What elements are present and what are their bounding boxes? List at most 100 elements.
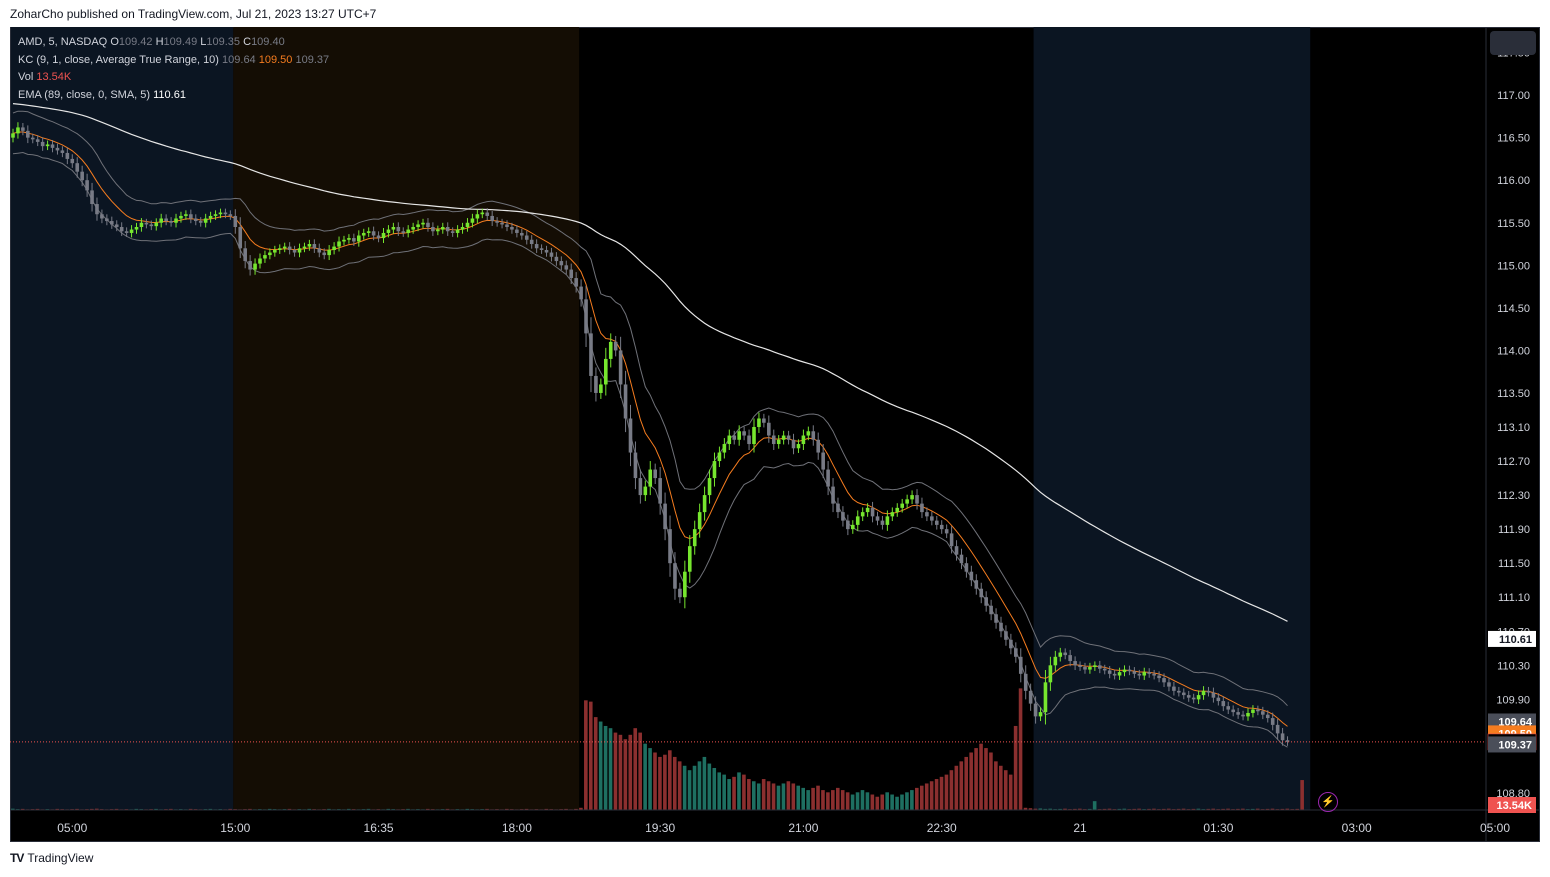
candle: [124, 227, 129, 237]
candle: [1285, 736, 1290, 746]
volume-bar: [579, 807, 583, 810]
candle: [490, 211, 494, 226]
legend-ema-label: EMA (89, close, 0, SMA, 5): [18, 88, 151, 101]
volume-bar: [791, 783, 796, 810]
x-tick-label: 22:30: [927, 821, 957, 835]
candle: [470, 213, 475, 228]
candle: [401, 227, 406, 237]
volume-bar: [1122, 808, 1127, 810]
legend-symbol[interactable]: AMD, 5, NASDAQ: [18, 36, 108, 48]
candle: [396, 222, 401, 236]
legend-vol-row[interactable]: Vol 13.54K: [18, 69, 329, 87]
footer-brand[interactable]: TradingView: [27, 851, 94, 865]
volume-bar: [188, 808, 193, 810]
volume-bar: [786, 781, 791, 810]
volume-bar: [880, 794, 885, 810]
price-chart[interactable]: 117.50117.00116.50116.00115.50115.00114.…: [10, 27, 1540, 842]
candle: [584, 285, 588, 348]
candle: [1201, 686, 1206, 700]
y-tick-label: 112.70: [1497, 456, 1530, 468]
candle: [258, 253, 262, 269]
footer: TV TradingView: [10, 851, 93, 865]
legend-kc-row[interactable]: KC (9, 1, close, Average True Range, 10)…: [18, 52, 329, 70]
legend-ema-row[interactable]: EMA (89, close, 0, SMA, 5) 110.61: [18, 87, 329, 105]
candle: [114, 220, 119, 232]
volume-bar: [816, 785, 820, 810]
candle: [846, 514, 850, 536]
candle: [781, 430, 786, 445]
volume-bar: [959, 761, 964, 810]
kc-upper-line: [12, 110, 1288, 707]
volume-bar: [1280, 808, 1285, 810]
volume-bar: [1270, 808, 1275, 810]
candle: [1098, 660, 1102, 674]
volume-bar: [687, 770, 692, 810]
candle: [347, 234, 351, 244]
y-tick-label: 112.30: [1497, 490, 1530, 502]
legend-kc-lower: 109.37: [295, 53, 330, 66]
volume-bar: [94, 808, 99, 810]
candle: [1073, 656, 1077, 670]
volume-bar: [208, 808, 213, 810]
volume-bar: [1003, 770, 1008, 810]
candle: [544, 245, 549, 257]
volume-bar: [307, 808, 311, 810]
candle: [263, 250, 267, 263]
legend-high: 109.49: [163, 36, 198, 48]
candle: [376, 231, 381, 243]
y-tick-label: 116.00: [1497, 175, 1530, 187]
volume-bar: [875, 796, 880, 810]
candle: [1231, 705, 1235, 717]
volume-bar: [1285, 808, 1290, 810]
volume-bar: [1152, 808, 1156, 810]
volume-bar: [169, 808, 173, 810]
candle: [999, 616, 1003, 638]
candle: [1078, 661, 1082, 671]
candle: [500, 218, 504, 229]
volume-bar: [1206, 808, 1211, 810]
volume-bar: [885, 792, 889, 810]
candle: [939, 520, 944, 534]
volume-bar: [55, 808, 60, 810]
candle: [406, 225, 410, 238]
volume-bar: [910, 790, 914, 810]
candle: [465, 218, 470, 232]
candle: [1033, 696, 1038, 724]
candle: [707, 469, 712, 504]
candle: [648, 461, 653, 496]
candle: [416, 220, 420, 232]
candle: [534, 239, 539, 253]
candle: [440, 222, 445, 234]
volume-bar: [1018, 688, 1023, 810]
candle: [786, 430, 791, 445]
volume-bar: [969, 752, 973, 810]
volume-bar: [1028, 808, 1033, 810]
volume-bar: [915, 787, 919, 810]
candle: [944, 524, 949, 539]
candle: [179, 211, 183, 223]
volume-bar: [742, 774, 746, 810]
candle: [1068, 649, 1072, 667]
volume-bar: [835, 787, 840, 810]
candle: [164, 214, 168, 226]
candle: [1083, 662, 1087, 674]
lightning-icon[interactable]: ⚡: [1318, 792, 1338, 812]
candle: [801, 429, 806, 450]
volume-bar: [831, 790, 835, 810]
x-tick-label: 19:30: [645, 821, 675, 835]
x-tick-label: 01:30: [1203, 821, 1233, 835]
candle: [1053, 650, 1058, 672]
candle: [1221, 696, 1226, 712]
candle: [189, 209, 193, 224]
volume-bar: [20, 808, 25, 810]
volume-bar: [1191, 808, 1196, 810]
volume-bar: [954, 765, 959, 810]
volume-bar: [1117, 808, 1122, 810]
candle: [954, 540, 959, 561]
candle: [1152, 669, 1156, 680]
price-label-volume: 13.54K: [1488, 797, 1536, 813]
chart-settings-button[interactable]: [1490, 31, 1536, 55]
volume-bar: [989, 752, 993, 810]
candle: [95, 197, 99, 221]
candle: [90, 182, 94, 212]
